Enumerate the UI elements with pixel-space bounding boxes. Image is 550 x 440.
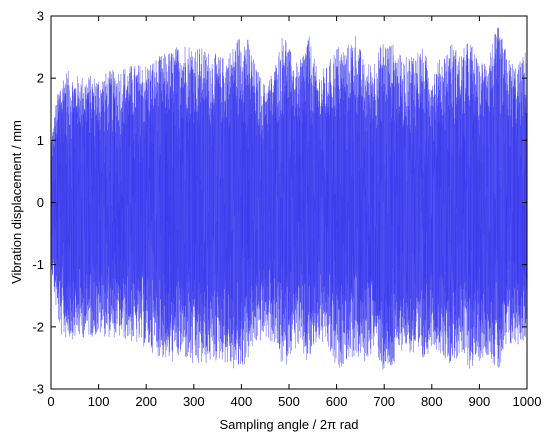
y-axis-label: Vibration displacement / mm [9,120,24,284]
x-tick-label: 800 [421,394,443,409]
x-tick-label: 300 [183,394,205,409]
x-tick-label: 700 [373,394,395,409]
y-tick-label: -1 [32,257,44,272]
x-tick-label: 100 [88,394,110,409]
x-axis-label: Sampling angle / 2π rad [219,417,358,432]
tick-labels-layer: 0 100 200 300 400 500 600 700 800 900 1000 -3 -2 -1 0 1… [32,9,541,410]
x-tick-label: 1000 [513,394,542,409]
y-tick-label: 0 [37,195,44,210]
x-tick-label: 0 [47,394,54,409]
y-tick-label: 3 [37,9,44,24]
series-line-inner [50,45,528,356]
x-tick-label: 600 [326,394,348,409]
y-tick-label: 1 [37,133,44,148]
x-tick-label: 400 [231,394,253,409]
y-tick-label: -2 [32,319,44,334]
y-tick-label: 2 [37,71,44,86]
ticks-layer [50,15,528,390]
x-tick-label: 500 [278,394,300,409]
y-tick-label: -3 [32,382,44,397]
series-layer [50,27,528,370]
x-tick-label: 900 [469,394,491,409]
x-tick-label: 200 [135,394,157,409]
